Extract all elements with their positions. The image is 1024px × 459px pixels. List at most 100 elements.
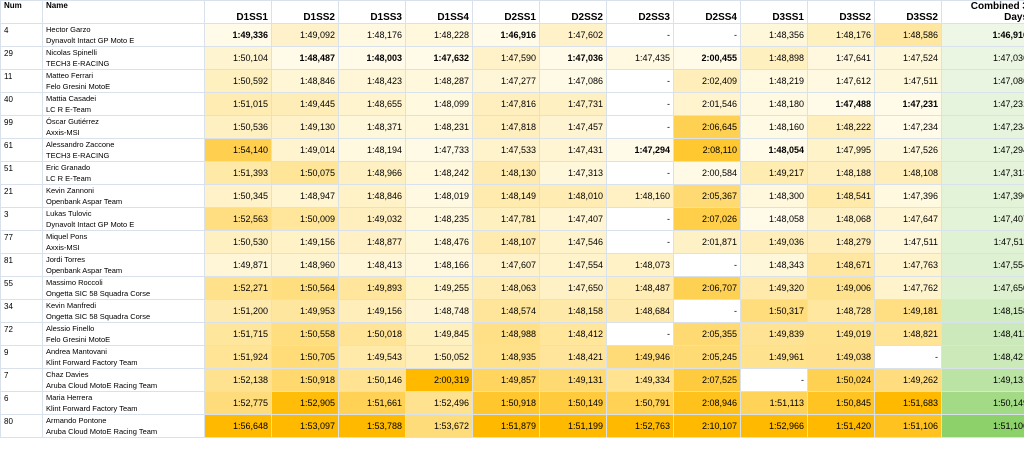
lap-time-cell: 2:08,946 (673, 391, 741, 415)
table-row: 72 Alessio Finello Felo Gresini MotoE 1:51,… (0, 322, 1024, 346)
lap-time-cell: 2:01,871 (673, 230, 741, 254)
lap-time-cell: 1:49,181 (874, 299, 942, 323)
lap-time-cell: 1:47,650 (539, 276, 607, 300)
lap-time-cell: 1:48,846 (271, 69, 339, 93)
lap-time-cell: 1:48,063 (472, 276, 540, 300)
lap-time-cell: 1:48,748 (405, 299, 473, 323)
lap-time-cell: 1:47,781 (472, 207, 540, 231)
lap-time-cell: 1:49,839 (740, 322, 808, 346)
lap-time-cell: 1:49,857 (472, 368, 540, 392)
lap-time-cell: 1:48,935 (472, 345, 540, 369)
lap-time-cell: - (673, 299, 741, 323)
rider-number: 61 (0, 138, 43, 162)
lap-time-cell: 1:51,393 (204, 161, 272, 185)
lap-time-cell: 1:50,918 (271, 368, 339, 392)
session-header: D2SS1 (472, 0, 540, 24)
lap-time-cell: 2:06,645 (673, 115, 741, 139)
lap-time-cell: 1:47,086 (539, 69, 607, 93)
lap-time-cell: 1:52,966 (740, 414, 808, 438)
lap-time-cell: 2:06,707 (673, 276, 741, 300)
lap-time-cell: 1:48,728 (807, 299, 875, 323)
lap-time-cell: 2:07,525 (673, 368, 741, 392)
lap-time-cell: 1:50,018 (338, 322, 406, 346)
combined-time-cell: 1:47,511 (941, 230, 1024, 254)
lap-time-cell: 1:48,019 (405, 184, 473, 208)
lap-time-cell: 1:47,546 (539, 230, 607, 254)
combined-time-cell: 1:50,149 (941, 391, 1024, 415)
lap-time-cell: 1:48,413 (338, 253, 406, 277)
name-header: Name (42, 0, 205, 24)
lap-time-cell: 1:50,592 (204, 69, 272, 93)
team-name: Dynavolt Intact GP Moto E (46, 220, 135, 229)
lap-time-cell: 1:51,200 (204, 299, 272, 323)
table-row: 29 Nicolas Spinelli TECH3 E-RACING 1:50,104… (0, 46, 1024, 70)
lap-time-cell: 1:48,846 (338, 184, 406, 208)
lap-time-cell: 1:51,015 (204, 92, 272, 116)
lap-time-cell: 1:48,988 (472, 322, 540, 346)
table-row: 21 Kevin Zannoni Openbank Aspar Team 1:50,3… (0, 184, 1024, 208)
session-header: D1SS2 (271, 0, 339, 24)
rider-cell: Óscar Gutiérrez Axxis-MSI (42, 115, 205, 139)
rider-cell: Miquel Pons Axxis-MSI (42, 230, 205, 254)
lap-time-cell: 1:51,106 (874, 414, 942, 438)
lap-time-cell: 1:48,574 (472, 299, 540, 323)
lap-time-cell: 1:48,960 (271, 253, 339, 277)
team-name: Aruba Cloud MotoE Racing Team (46, 381, 158, 390)
rider-number: 34 (0, 299, 43, 323)
team-name: TECH3 E-RACING (46, 151, 110, 160)
lap-time-cell: 1:50,791 (606, 391, 674, 415)
lap-time-cell: 1:47,607 (472, 253, 540, 277)
lap-time-cell: 1:50,024 (807, 368, 875, 392)
lap-time-cell: 1:51,199 (539, 414, 607, 438)
lap-time-cell: 1:52,563 (204, 207, 272, 231)
lap-time-cell: 1:51,661 (338, 391, 406, 415)
lap-time-cell: 1:47,647 (874, 207, 942, 231)
lap-time-cell: 1:48,966 (338, 161, 406, 185)
lap-time-cell: - (606, 230, 674, 254)
team-name: Felo Gresini MotoE (46, 82, 111, 91)
rider-number: 7 (0, 368, 43, 392)
lap-time-cell: 1:48,099 (405, 92, 473, 116)
lap-time-cell: 1:48,684 (606, 299, 674, 323)
lap-time-cell: 1:47,407 (539, 207, 607, 231)
team-name: TECH3 E-RACING (46, 59, 110, 68)
lap-time-cell: - (606, 23, 674, 47)
lap-time-cell: 1:51,420 (807, 414, 875, 438)
combined-time-cell: 1:47,086 (941, 69, 1024, 93)
team-name: Ongetta SIC 58 Squadra Corse (46, 289, 151, 298)
team-name: Klint Forward Factory Team (46, 358, 138, 367)
combined-time-cell: 1:48,412 (941, 322, 1024, 346)
lap-time-cell: 1:47,431 (539, 138, 607, 162)
session-header: D3SS2 (807, 0, 875, 24)
lap-time-cell: 1:47,816 (472, 92, 540, 116)
lap-time-cell: 1:47,511 (874, 230, 942, 254)
lap-time-cell: 1:54,140 (204, 138, 272, 162)
lap-time-cell: 2:00,319 (405, 368, 473, 392)
lap-time-cell: 2:10,107 (673, 414, 741, 438)
lap-time-cell: 1:48,821 (874, 322, 942, 346)
rider-name: Alessandro Zaccone (46, 140, 115, 149)
session-header: D2SS2 (539, 0, 607, 24)
lap-time-cell: - (606, 207, 674, 231)
table-row: 11 Matteo Ferrari Felo Gresini MotoE 1:50,5… (0, 69, 1024, 93)
lap-time-cell: 1:48,586 (874, 23, 942, 47)
rider-cell: Nicolas Spinelli TECH3 E-RACING (42, 46, 205, 70)
lap-time-cell: 1:48,655 (338, 92, 406, 116)
lap-time-cell: 1:49,156 (338, 299, 406, 323)
lap-time-cell: 2:02,409 (673, 69, 741, 93)
session-header: D3SS2 (874, 0, 942, 24)
table-row: 77 Miquel Pons Axxis-MSI 1:50,530 1:49,156 1:… (0, 230, 1024, 254)
table-row: 80 Armando Pontone Aruba Cloud MotoE Racin… (0, 414, 1024, 438)
rider-cell: Eric Granado LC R E-Team (42, 161, 205, 185)
lap-time-cell: 1:48,343 (740, 253, 808, 277)
lap-time-cell: 1:50,705 (271, 345, 339, 369)
lap-time-cell: 1:49,543 (338, 345, 406, 369)
lap-time-cell: 2:00,584 (673, 161, 741, 185)
lap-time-cell: 1:53,788 (338, 414, 406, 438)
rider-number: 4 (0, 23, 43, 47)
rider-cell: Alessio Finello Felo Gresini MotoE (42, 322, 205, 346)
lap-time-cell: 1:47,818 (472, 115, 540, 139)
lap-time-cell: 1:48,107 (472, 230, 540, 254)
lap-time-cell: - (606, 322, 674, 346)
lap-time-cell: 1:49,334 (606, 368, 674, 392)
